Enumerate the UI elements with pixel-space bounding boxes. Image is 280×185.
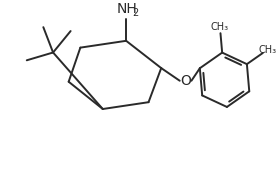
Text: NH: NH xyxy=(117,2,137,16)
Text: 2: 2 xyxy=(132,8,138,18)
Text: CH₃: CH₃ xyxy=(258,45,277,55)
Text: O: O xyxy=(180,74,191,88)
Text: CH₃: CH₃ xyxy=(211,22,229,32)
